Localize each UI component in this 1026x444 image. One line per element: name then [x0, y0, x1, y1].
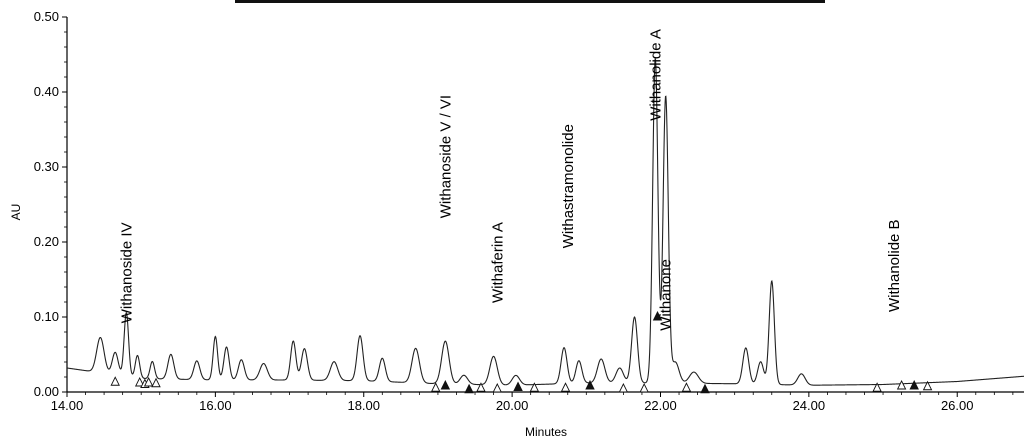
peak-label: Withanoside V / VI	[437, 95, 454, 218]
y-tick-label: 0.10	[34, 309, 59, 324]
peak-label: Withaferin A	[489, 222, 506, 303]
y-tick-label: 0.20	[34, 234, 59, 249]
x-tick-label: 22.00	[644, 398, 677, 413]
chromatogram-trace	[66, 58, 1025, 386]
peak-label: Withanolide A	[647, 29, 664, 121]
integration-marker	[909, 379, 919, 390]
y-tick-label: 0.40	[34, 84, 59, 99]
integration-marker	[464, 383, 474, 394]
peak-label: Withanolide B	[886, 219, 903, 312]
trace-layer	[66, 58, 1025, 386]
axes: 0.00 0.10 0.20 0.30 0.40 0.50 14.00 16.00 18.00 2…	[34, 9, 1024, 413]
integration-markers	[110, 310, 933, 394]
integration-marker	[700, 383, 710, 394]
integration-marker	[134, 376, 145, 387]
x-axis-label: Minutes	[525, 425, 567, 439]
x-tick-label: 14.00	[51, 398, 84, 413]
y-tick-label: 0.30	[34, 159, 59, 174]
integration-marker	[922, 380, 933, 391]
peak-annotations: Withanoside IV Withanoside V / VI Withafer…	[118, 29, 903, 331]
integration-marker	[476, 382, 486, 392]
cut-off-title-strip	[235, 0, 825, 3]
x-tick-label: 20.00	[496, 398, 529, 413]
x-tick-label: 18.00	[347, 398, 380, 413]
peak-label: Withanoside IV	[118, 222, 135, 323]
y-axis-label: AU	[9, 204, 23, 221]
x-tick-label: 24.00	[793, 398, 826, 413]
peak-label: Withastramonolide	[560, 124, 577, 248]
x-tick-label: 26.00	[941, 398, 974, 413]
integration-marker	[872, 382, 882, 392]
integration-marker	[585, 379, 595, 390]
integration-marker	[618, 382, 629, 393]
integration-marker	[513, 381, 523, 391]
integration-marker	[560, 382, 571, 392]
integration-marker	[529, 382, 540, 392]
y-tick-label: 0.50	[34, 9, 59, 24]
integration-marker	[143, 376, 154, 387]
peak-label: Withanone	[658, 259, 675, 331]
integration-marker	[681, 382, 692, 392]
x-tick-label: 16.00	[199, 398, 232, 413]
integration-marker	[110, 376, 120, 386]
integration-marker	[151, 377, 161, 388]
integration-marker	[492, 382, 503, 393]
integration-marker	[430, 382, 441, 392]
integration-marker	[440, 379, 451, 390]
integration-marker	[896, 379, 907, 390]
integration-marker	[652, 310, 663, 321]
integration-marker	[639, 382, 649, 393]
y-tick-label: 0.00	[34, 384, 59, 399]
